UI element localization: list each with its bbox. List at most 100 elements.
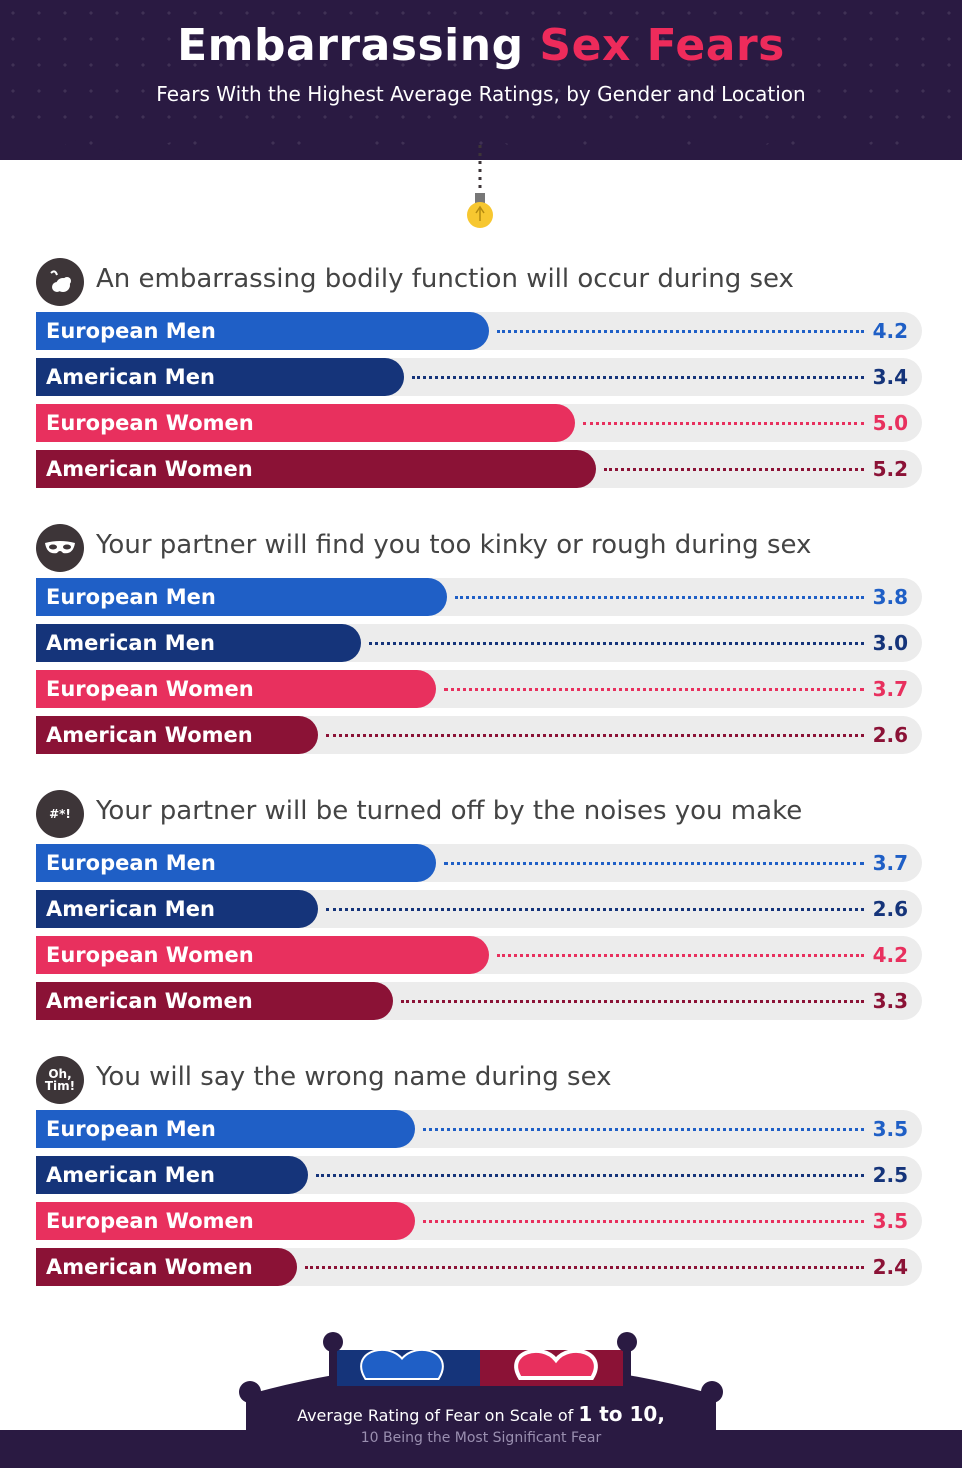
bar-fill: American Men xyxy=(36,358,404,396)
bar-fill: American Men xyxy=(36,624,361,662)
bar-fill: American Women xyxy=(36,716,318,754)
value-label: 3.7 xyxy=(872,851,908,875)
bar-row: European Women 5.0 xyxy=(36,404,922,442)
value-label: 2.4 xyxy=(872,1255,908,1279)
question-text: Your partner will be turned off by the n… xyxy=(96,796,803,826)
bar-row: European Women 4.2 xyxy=(36,936,922,974)
title-accent: Sex Fears xyxy=(539,20,785,71)
value-label: 4.2 xyxy=(872,943,908,967)
bar-row: American Men 3.4 xyxy=(36,358,922,396)
leader-dots xyxy=(423,1128,864,1131)
bar-row: European Women 3.7 xyxy=(36,670,922,708)
bar-fill: European Women xyxy=(36,404,575,442)
question-row: Your partner will find you too kinky or … xyxy=(36,522,922,572)
series-label: European Women xyxy=(46,1209,254,1233)
footer-line1-bold: 1 to 10, xyxy=(578,1402,665,1426)
bar-fill: American Men xyxy=(36,1156,308,1194)
bar-row: European Men 3.5 xyxy=(36,1110,922,1148)
bar-row: American Men 3.0 xyxy=(36,624,922,662)
series-label: European Men xyxy=(46,1117,216,1141)
footer-line1-prefix: Average Rating of Fear on Scale of xyxy=(297,1406,574,1425)
leader-dots xyxy=(444,862,864,865)
leader-dots xyxy=(497,330,864,333)
bar-fill: European Women xyxy=(36,936,489,974)
bar-group: European Men 3.5 American Men 2.5 European W… xyxy=(36,1110,922,1286)
footer-scale-note: Average Rating of Fear on Scale of 1 to … xyxy=(0,1402,962,1426)
question-text: You will say the wrong name during sex xyxy=(96,1062,612,1092)
bar-row: American Men 2.5 xyxy=(36,1156,922,1194)
mask-icon xyxy=(36,524,84,572)
series-label: American Men xyxy=(46,1163,215,1187)
speech-bubble-icon: #*! xyxy=(36,790,84,838)
bar-fill: European Women xyxy=(36,670,436,708)
lightbulb-icon xyxy=(467,145,493,228)
header-wave xyxy=(0,138,962,153)
value-label: 3.5 xyxy=(872,1117,908,1141)
series-label: European Men xyxy=(46,585,216,609)
bar-fill: American Women xyxy=(36,982,393,1020)
bar-fill: European Men xyxy=(36,844,436,882)
series-label: American Women xyxy=(46,723,253,747)
question-row: An embarrassing bodily function will occ… xyxy=(36,256,922,306)
value-label: 5.2 xyxy=(872,457,908,481)
bar-fill: American Women xyxy=(36,450,596,488)
bar-row: European Men 3.7 xyxy=(36,844,922,882)
header-banner: Embarrassing Sex Fears Fears With the Hi… xyxy=(0,0,962,160)
value-label: 4.2 xyxy=(872,319,908,343)
question-text: An embarrassing bodily function will occ… xyxy=(96,264,794,294)
bar-group: European Men 4.2 American Men 3.4 European W… xyxy=(36,312,922,488)
leader-dots xyxy=(401,1000,864,1003)
fart-cloud-icon xyxy=(36,258,84,306)
series-label: European Women xyxy=(46,677,254,701)
bar-fill: American Women xyxy=(36,1248,297,1286)
leader-dots xyxy=(497,954,864,957)
page-subtitle: Fears With the Highest Average Ratings, … xyxy=(156,82,806,106)
value-label: 3.0 xyxy=(872,631,908,655)
series-label: European Men xyxy=(46,851,216,875)
question-text: Your partner will find you too kinky or … xyxy=(96,530,812,560)
question-row: #*! Your partner will be turned off by th… xyxy=(36,788,922,838)
bar-row: American Women 5.2 xyxy=(36,450,922,488)
fear-group-4: Oh, Tim! You will say the wrong name duri… xyxy=(36,1054,922,1294)
question-row: Oh, Tim! You will say the wrong name duri… xyxy=(36,1054,922,1104)
bar-fill: American Men xyxy=(36,890,318,928)
bar-row: American Women 2.6 xyxy=(36,716,922,754)
leader-dots xyxy=(604,468,864,471)
bar-group: European Men 3.8 American Men 3.0 European W… xyxy=(36,578,922,754)
leader-dots xyxy=(369,642,864,645)
series-label: American Men xyxy=(46,631,215,655)
value-label: 3.7 xyxy=(872,677,908,701)
series-label: European Women xyxy=(46,943,254,967)
bar-group: European Men 3.7 American Men 2.6 European W… xyxy=(36,844,922,1020)
value-label: 3.8 xyxy=(872,585,908,609)
title-main: Embarrassing xyxy=(177,20,524,71)
value-label: 3.4 xyxy=(872,365,908,389)
page-title: Embarrassing Sex Fears xyxy=(0,20,962,71)
fear-group-3: #*! Your partner will be turned off by th… xyxy=(36,788,922,1028)
bar-row: American Men 2.6 xyxy=(36,890,922,928)
series-label: American Women xyxy=(46,989,253,1013)
value-label: 3.5 xyxy=(872,1209,908,1233)
leader-dots xyxy=(316,1174,864,1177)
bar-row: European Women 3.5 xyxy=(36,1202,922,1240)
series-label: American Women xyxy=(46,457,253,481)
value-label: 2.5 xyxy=(872,1163,908,1187)
series-label: American Men xyxy=(46,897,215,921)
fear-group-1: An embarrassing bodily function will occ… xyxy=(36,256,922,496)
value-label: 5.0 xyxy=(872,411,908,435)
leader-dots xyxy=(423,1220,864,1223)
value-label: 2.6 xyxy=(872,897,908,921)
bar-row: European Men 4.2 xyxy=(36,312,922,350)
bar-row: European Men 3.8 xyxy=(36,578,922,616)
footer-line2: 10 Being the Most Significant Fear xyxy=(360,1430,602,1446)
series-label: American Men xyxy=(46,365,215,389)
fear-group-2: Your partner will find you too kinky or … xyxy=(36,522,922,762)
bar-row: American Women 2.4 xyxy=(36,1248,922,1286)
bar-row: American Women 3.3 xyxy=(36,982,922,1020)
series-label: European Men xyxy=(46,319,216,343)
leader-dots xyxy=(305,1266,864,1269)
value-label: 2.6 xyxy=(872,723,908,747)
leader-dots xyxy=(444,688,864,691)
oh-tim-icon: Oh, Tim! xyxy=(36,1056,84,1104)
footer-bed xyxy=(0,1332,962,1468)
